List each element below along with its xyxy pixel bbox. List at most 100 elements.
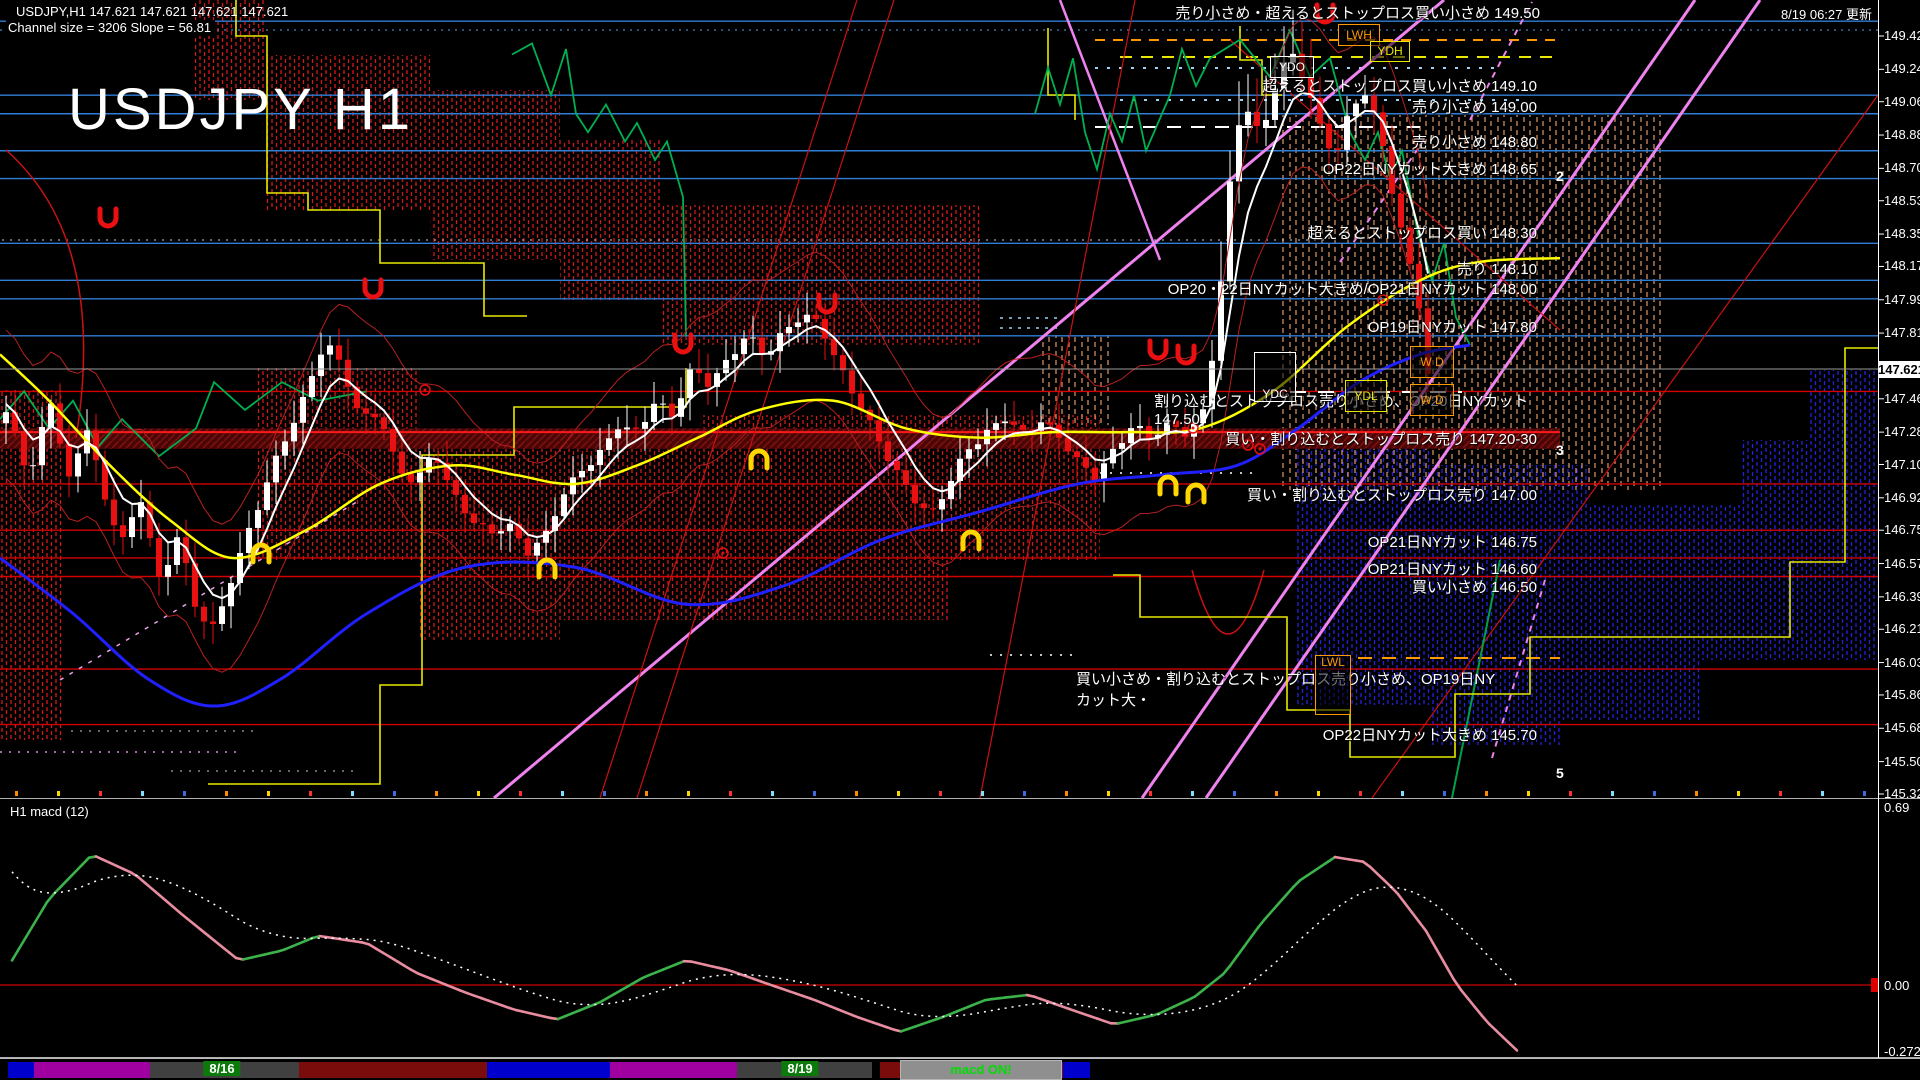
alert-tick	[1821, 791, 1824, 796]
price-annotation: OP22日NYカット大きめ 148.65	[1322, 161, 1537, 178]
alert-tick	[1653, 791, 1656, 796]
alert-tick	[771, 791, 774, 796]
step-channel-line	[1113, 347, 1878, 758]
price-annotation: 超えるとストップロス買い 148.30	[1307, 225, 1537, 242]
sell-signal-icon	[1147, 338, 1169, 361]
alert-tick	[1611, 791, 1614, 796]
fast-ma-line	[5, 91, 1429, 600]
macd-indicator-title: H1 macd (12)	[10, 804, 89, 819]
axis-tick-label: 147.815	[1884, 325, 1920, 341]
symbol-ohlc-readout: USDJPY,H1 147.621 147.621 147.621 147.62…	[16, 4, 289, 19]
sell-signal-icon	[1314, 2, 1336, 25]
axis-tick-label: 148.705	[1884, 160, 1920, 176]
candlesticks	[3, 9, 1431, 644]
alert-tick	[1695, 791, 1698, 796]
macd-zero-label: 0.00	[1884, 978, 1910, 993]
sell-signal-icon	[1175, 343, 1197, 366]
axis-tick-label: 145.325	[1884, 785, 1920, 801]
price-annotation: 超えるとストップロス買い小さめ 149.10	[1262, 78, 1537, 95]
price-annotation: OP20・22日NYカット大きめ/OP21日NYカット 148.00	[1167, 281, 1537, 298]
alert-tick	[1737, 791, 1740, 796]
alert-tick	[1107, 791, 1110, 796]
buy-signal-icon	[536, 557, 558, 580]
alert-tick	[1569, 791, 1572, 796]
alert-tick	[15, 791, 18, 796]
alert-tick	[519, 791, 522, 796]
slow-ma-line	[0, 343, 1471, 708]
axis-tick-label: 148.530	[1884, 192, 1920, 208]
alert-tick	[1233, 791, 1236, 796]
timeline-segment	[610, 1062, 737, 1078]
trend-line	[1371, 94, 1878, 798]
alert-tick	[813, 791, 816, 796]
buy-signal-icon	[250, 542, 272, 565]
chart-watermark: USDJPY H1	[68, 77, 414, 142]
macd-toggle-badge[interactable]: macd ON!	[900, 1060, 1062, 1080]
range-zigzag-line	[511, 42, 687, 336]
alert-tick	[1023, 791, 1026, 796]
alert-tick	[183, 791, 186, 796]
alert-tick	[393, 791, 396, 796]
alert-tick	[1485, 791, 1488, 796]
wave-number: 5	[1556, 765, 1564, 781]
trend-line	[636, 0, 895, 798]
alert-tick	[1779, 791, 1782, 796]
entry-marker-icon	[1254, 443, 1266, 455]
pivot-label: LWL	[1315, 655, 1351, 715]
alert-tick	[687, 791, 690, 796]
alert-tick	[141, 791, 144, 796]
macd-min-label: -0.272	[1884, 1044, 1920, 1059]
alert-tick	[1317, 791, 1320, 796]
price-annotation: 売り小さめ・超えるとストップロス買い小さめ 149.50	[1175, 5, 1540, 22]
wave-number: 3	[1556, 442, 1564, 458]
alert-tick	[1863, 791, 1866, 796]
price-annotation: OP22日NYカット大きめ 145.70	[1322, 727, 1537, 744]
axis-tick-label: 146.035	[1884, 654, 1920, 670]
trend-line	[1451, 559, 1501, 798]
alert-tick	[855, 791, 858, 796]
pivot-label: YDO	[1270, 56, 1314, 78]
price-annotation: 買い・割り込むとストップロス売り 147.20-30	[1225, 431, 1537, 448]
alert-tick	[603, 791, 606, 796]
axis-tick-label: 147.280	[1884, 424, 1920, 440]
update-timestamp: 8/19 06:27 更新	[1780, 7, 1872, 22]
sell-signal-icon	[816, 292, 838, 315]
trend-line	[979, 0, 1136, 798]
macd-zero-marker	[1871, 978, 1878, 992]
axis-tick-label: 147.460	[1884, 390, 1920, 406]
sell-signal-icon	[97, 206, 119, 229]
step-channel-line	[1047, 28, 1076, 120]
buy-signal-icon	[748, 448, 770, 471]
axis-tick-label: 146.750	[1884, 522, 1920, 538]
axis-tick-label: 148.175	[1884, 258, 1920, 274]
alert-tick	[897, 791, 900, 796]
alert-tick	[1275, 791, 1278, 796]
pivot-label: YDC	[1254, 352, 1296, 402]
envelope-upper	[5, 18, 1429, 525]
macd-max-label: 0.69	[1884, 800, 1910, 815]
timeline-date-label: 8/16	[203, 1061, 241, 1076]
axis-tick-label: 149.420	[1884, 28, 1920, 43]
axis-tick-label: 147.995	[1884, 291, 1920, 307]
pivot-label: W D	[1410, 346, 1454, 378]
timeline-segment	[8, 1062, 34, 1078]
alert-tick	[939, 791, 942, 796]
price-annotation: 買い小さめ・割り込むとストップロス売り小さめ、OP19日NYカット大・	[1076, 671, 1496, 709]
alert-tick	[267, 791, 270, 796]
alert-tick	[99, 791, 102, 796]
alert-tick	[981, 791, 984, 796]
trend-line	[599, 0, 858, 798]
entry-marker-icon	[717, 547, 729, 559]
axis-tick-label: 146.390	[1884, 588, 1920, 604]
envelope-lower	[5, 166, 1429, 673]
price-annotation: OP21日NYカット 146.75	[1367, 534, 1537, 551]
sell-signal-icon	[362, 277, 384, 300]
axis-tick-label: 149.065	[1884, 93, 1920, 109]
buy-signal-icon	[1157, 474, 1179, 497]
buy-signal-icon	[960, 529, 982, 552]
price-annotation: 買い・割り込むとストップロス売り 147.00	[1246, 487, 1537, 504]
trend-line	[493, 0, 1445, 798]
alert-tick	[729, 791, 732, 796]
